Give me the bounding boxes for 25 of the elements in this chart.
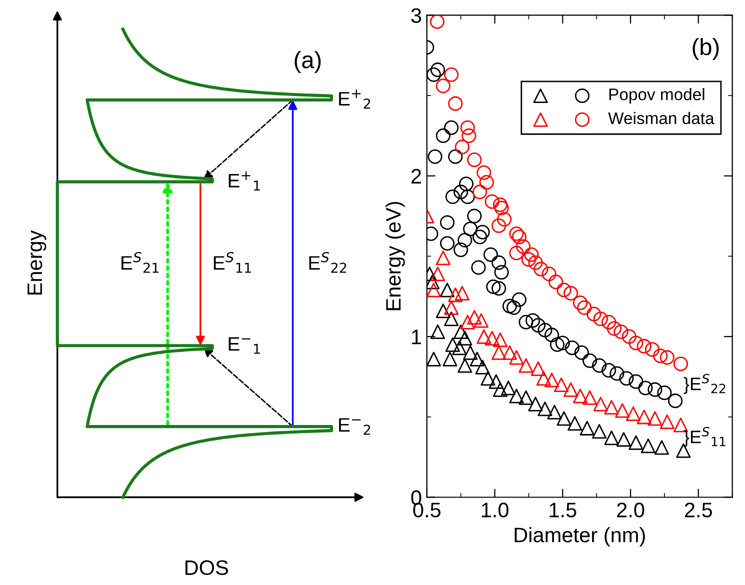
text: E$^{S}$$_{11}$ [214, 252, 251, 273]
legend-label: Popov model [609, 88, 704, 104]
text: Energy [28, 230, 46, 295]
y-axis-title: Energy (eV) [385, 202, 405, 310]
text: DOS [186, 560, 228, 576]
text: E$^{+}$$_{1}$ [228, 171, 260, 191]
annotation: }E$^{S}$$_{22}$ [684, 374, 726, 394]
text: E$^{S}$$_{22}$ [309, 252, 346, 273]
text: E$^{+}$$_{2}$ [339, 89, 370, 109]
y-tick-label: 2 [411, 168, 421, 184]
y-tick-label: 1 [412, 330, 422, 344]
x-tick-label: 1.5 [550, 502, 576, 518]
x-tick-label: 1.0 [482, 502, 508, 518]
y-tick-label: 3 [411, 8, 422, 23]
text: E$^{−}$$_{2}$ [339, 418, 370, 435]
text: (a) [294, 51, 321, 74]
x-tick-label: 2.5 [684, 502, 712, 518]
x-axis-title: Diameter (nm) [514, 527, 645, 546]
annotation: }E$^{S}$$_{11}$ [684, 426, 726, 447]
annotation: (b) [692, 38, 719, 60]
text: E$^{S}$$_{21}$ [122, 252, 159, 273]
legend-label: Weisman data [608, 112, 714, 124]
x-tick-label: 0.5 [413, 502, 440, 518]
x-tick-label: 2.0 [617, 502, 644, 518]
text: E$^{−}$$_{1}$ [228, 337, 260, 354]
